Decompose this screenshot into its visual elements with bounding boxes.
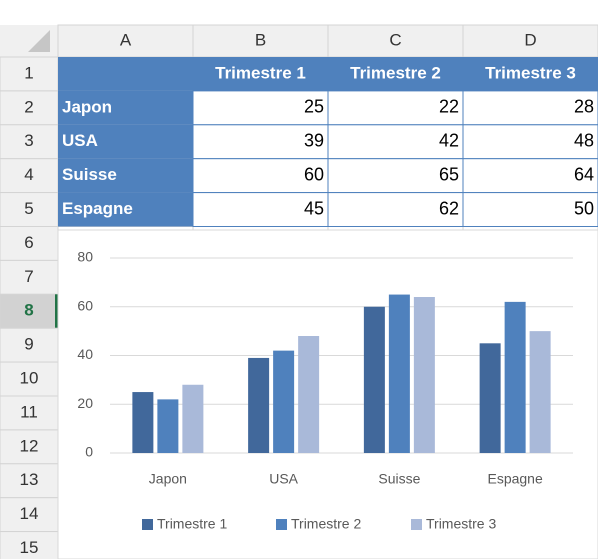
row-header-label: 5	[24, 199, 33, 218]
row-header[interactable]	[0, 56, 59, 92]
row-header[interactable]	[0, 463, 59, 499]
row-header[interactable]	[0, 327, 59, 363]
data-cell[interactable]	[462, 192, 598, 228]
row-header-label: 10	[20, 369, 39, 388]
row-header-label: 8	[24, 301, 33, 320]
bar	[363, 306, 385, 453]
data-cell[interactable]	[327, 90, 464, 126]
x-tick-label: Suisse	[378, 471, 420, 487]
y-tick-label: 40	[77, 346, 93, 362]
data-cell[interactable]	[192, 90, 329, 126]
y-tick-label: 60	[77, 297, 93, 313]
row-header-label: 11	[20, 402, 38, 421]
data-cell-value: 45	[304, 198, 324, 218]
column-header-label: D	[524, 30, 536, 49]
bar	[298, 336, 320, 453]
bar	[413, 297, 435, 453]
bar	[529, 331, 551, 453]
column-header[interactable]	[57, 24, 194, 58]
x-tick-label: Japon	[149, 471, 187, 487]
row-header[interactable]	[0, 158, 59, 194]
header-cell-text: Trimestre 3	[485, 63, 576, 82]
row-header-label: 3	[24, 131, 33, 150]
legend-swatch	[276, 519, 287, 530]
row-label-cell	[58, 192, 193, 227]
x-tick-label: USA	[269, 471, 298, 487]
bar	[132, 392, 154, 453]
column-header-label: C	[389, 30, 401, 49]
row-header-label: 12	[20, 436, 39, 455]
data-cell-value: 60	[304, 164, 324, 184]
legend-swatch	[411, 519, 422, 530]
column-header[interactable]	[192, 24, 329, 58]
row-header[interactable]	[0, 90, 59, 126]
row-header-label: 4	[24, 165, 33, 184]
x-tick-label: Espagne	[487, 471, 542, 487]
row-header[interactable]	[0, 497, 59, 533]
legend-swatch	[142, 519, 153, 530]
row-label: Japon	[62, 97, 112, 116]
select-all-corner[interactable]	[28, 30, 50, 52]
data-cell-value: 64	[574, 164, 594, 184]
column-header-label: A	[120, 30, 132, 49]
row-header-label: 14	[20, 504, 39, 523]
column-header-label: B	[255, 30, 266, 49]
data-cell-value: 28	[574, 97, 594, 117]
row-header[interactable]	[0, 192, 59, 228]
data-cell-value: 62	[439, 198, 459, 218]
bar	[182, 384, 204, 453]
row-selected-marker	[55, 294, 58, 329]
data-cell-value: 25	[304, 97, 324, 117]
bar	[248, 357, 270, 453]
row-header[interactable]	[0, 361, 59, 397]
row-header-label: 13	[20, 470, 39, 489]
row-header-label: 1	[24, 63, 33, 82]
bar	[504, 301, 526, 453]
legend-label: Trimestre 1	[157, 516, 227, 532]
y-tick-label: 80	[77, 249, 93, 265]
bar	[388, 294, 410, 453]
row-header-label: 9	[24, 335, 33, 354]
data-cell[interactable]	[462, 158, 598, 194]
data-cell-value: 48	[574, 131, 594, 151]
header-cell	[58, 57, 598, 91]
row-label-cell	[58, 158, 193, 193]
row-header-label: 2	[24, 97, 33, 116]
row-label: USA	[62, 131, 98, 150]
data-cell-value: 22	[439, 97, 459, 117]
y-tick-label: 0	[85, 444, 93, 460]
row-label: Suisse	[62, 165, 117, 184]
row-label-cell	[58, 90, 193, 125]
row-header[interactable]	[0, 395, 59, 431]
data-cell-value: 65	[439, 164, 459, 184]
header-cell-text: Trimestre 2	[350, 63, 441, 82]
data-cell-value: 39	[304, 131, 324, 151]
row-header[interactable]	[0, 124, 59, 160]
row-label-cell	[58, 124, 193, 159]
row-label: Espagne	[62, 199, 133, 218]
data-cell[interactable]	[327, 124, 464, 160]
data-cell[interactable]	[462, 90, 598, 126]
row-header-label: 7	[24, 267, 33, 286]
bar	[157, 399, 179, 453]
row-header-label: 15	[20, 538, 39, 557]
legend-label: Trimestre 2	[291, 516, 361, 532]
bar	[479, 343, 501, 453]
data-cell[interactable]	[192, 158, 329, 194]
row-header[interactable]	[0, 531, 59, 559]
y-tick-label: 20	[77, 395, 93, 411]
data-cell-value: 50	[574, 198, 594, 218]
header-cell-text: Trimestre 1	[215, 63, 306, 82]
data-cell[interactable]	[327, 192, 464, 228]
legend-label: Trimestre 3	[426, 516, 496, 532]
row-header-label: 6	[24, 233, 33, 252]
row-header[interactable]	[0, 226, 59, 261]
bar	[273, 350, 295, 453]
data-cell-value: 42	[439, 131, 459, 151]
